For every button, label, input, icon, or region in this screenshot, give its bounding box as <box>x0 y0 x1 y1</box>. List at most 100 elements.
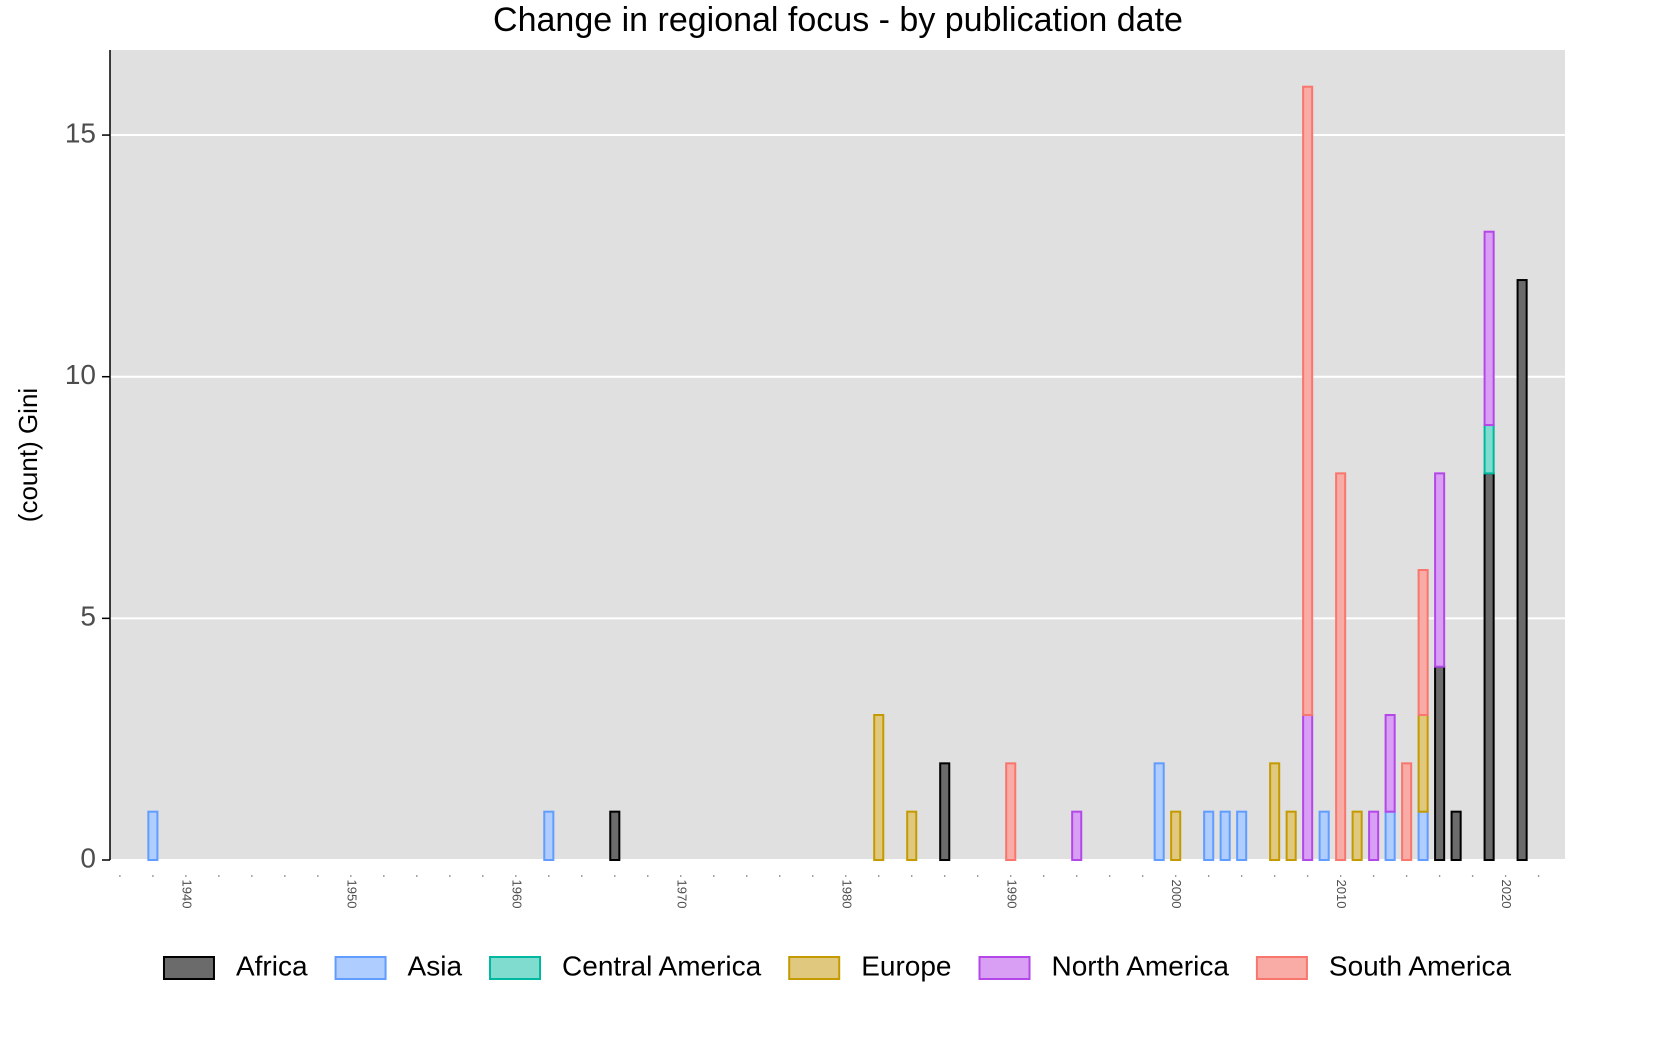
minor-dot <box>1471 875 1474 877</box>
minor-dot <box>383 875 385 877</box>
bar-segment <box>1285 810 1297 862</box>
minor-dot <box>1405 875 1408 877</box>
bar-segment <box>1434 472 1446 668</box>
legend-key <box>489 956 542 980</box>
minor-dot <box>119 875 121 877</box>
minor-dot <box>284 875 286 877</box>
minor-dot <box>778 875 781 877</box>
bar-segment <box>1153 762 1165 862</box>
bar-segment <box>1005 762 1017 862</box>
minor-dot <box>482 875 484 877</box>
y-tick-label: 0 <box>80 842 96 873</box>
bar-segment <box>1071 810 1083 862</box>
bar-segment <box>1351 810 1363 862</box>
minor-dot <box>581 875 583 877</box>
minor-dot <box>745 875 748 877</box>
bar-segment <box>1401 762 1413 862</box>
legend-key <box>788 956 841 980</box>
bar-segment <box>1302 714 1314 862</box>
bar-segment <box>1417 714 1429 813</box>
bar-segment <box>1203 810 1215 862</box>
legend-key <box>162 956 215 980</box>
x-tick-label: 1950 <box>344 880 359 909</box>
bar-segment <box>1483 230 1495 427</box>
minor-dot <box>416 875 418 877</box>
y-tick-label: 10 <box>65 359 96 390</box>
x-tick-label: 2020 <box>1499 880 1514 909</box>
minor-dot <box>1537 875 1540 877</box>
minor-dot <box>910 875 913 877</box>
minor-dot <box>152 875 154 877</box>
legend-label: Central America <box>562 950 762 981</box>
minor-dot <box>1504 875 1507 877</box>
legend-label: Asia <box>408 950 463 981</box>
legend-key <box>334 956 387 980</box>
minor-dot <box>1042 875 1045 877</box>
y-tick-label: 5 <box>80 601 96 632</box>
minor-dot <box>1108 875 1111 877</box>
bar-segment <box>1483 472 1495 861</box>
bar-segment <box>1434 665 1446 861</box>
bar-segment <box>939 762 951 862</box>
legend-label: Europe <box>861 950 951 981</box>
minor-dot <box>844 875 847 877</box>
legend: Africa Asia Central America Europe North Ame… <box>162 950 1512 981</box>
minor-dot <box>943 875 946 877</box>
bar-segment <box>1384 810 1396 862</box>
plot-background <box>110 50 1565 860</box>
minor-dot <box>218 875 220 877</box>
x-tick-label: 1940 <box>179 880 194 909</box>
minor-dot <box>1075 875 1078 877</box>
legend-key <box>978 956 1031 980</box>
y-tick-label: 15 <box>65 117 96 148</box>
bar-segment <box>1335 472 1347 861</box>
legend-key <box>1255 956 1308 980</box>
bar-segment <box>609 810 621 862</box>
legend-label: Africa <box>236 950 308 981</box>
minor-dot <box>1207 875 1210 877</box>
chart-title: Change in regional focus - by publicatio… <box>493 1 1183 39</box>
bar-segment <box>873 714 885 862</box>
bar-segment <box>1318 810 1330 862</box>
minor-dot <box>1174 875 1177 877</box>
legend-label: North America <box>1052 950 1230 981</box>
bar-segment <box>1236 810 1248 862</box>
bar-segment <box>906 810 918 862</box>
minor-dot <box>1009 875 1012 877</box>
minor-dot <box>613 875 616 877</box>
minor-dot <box>679 875 682 877</box>
minor-dot <box>976 875 979 877</box>
minor-dot <box>1339 875 1342 877</box>
minor-dot <box>1306 875 1309 877</box>
minor-dot <box>515 875 517 877</box>
legend-label: South America <box>1329 950 1512 981</box>
x-tick-label: 1990 <box>1004 880 1019 909</box>
minor-dot <box>1273 875 1276 877</box>
bar-segment <box>1302 85 1314 717</box>
minor-dot <box>646 875 649 877</box>
bar-segment <box>1483 424 1495 475</box>
minor-dot <box>811 875 814 877</box>
minor-dot <box>350 875 352 877</box>
bar-segment <box>1170 810 1182 862</box>
bar-segment <box>1368 810 1380 862</box>
bar-segment <box>1516 279 1528 861</box>
minor-dot <box>317 875 319 877</box>
bar-segment <box>1417 810 1429 862</box>
minor-dot <box>548 875 550 877</box>
y-axis-label: (count) Gini <box>13 388 43 522</box>
bar-segment <box>1384 714 1396 813</box>
bar-segment <box>1269 762 1281 862</box>
bar-segment <box>147 810 159 862</box>
minor-dot <box>1438 875 1441 877</box>
bar-segment <box>1219 810 1231 862</box>
minor-dot <box>712 875 715 877</box>
bar-segment <box>1450 810 1462 862</box>
minor-dot <box>251 875 253 877</box>
x-tick-label: 1960 <box>509 880 524 909</box>
x-tick-label: 2000 <box>1169 880 1184 909</box>
bar-segment <box>543 810 555 862</box>
x-tick-label: 1980 <box>839 880 854 909</box>
x-tick-label: 2010 <box>1334 880 1349 909</box>
